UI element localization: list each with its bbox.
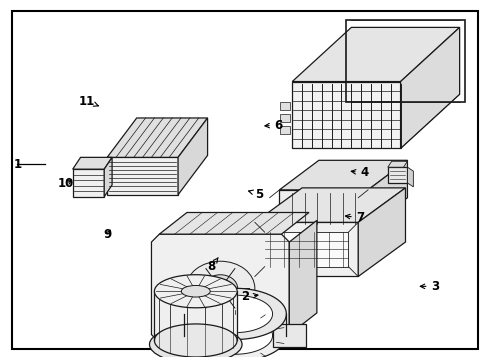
Polygon shape bbox=[255, 188, 406, 222]
Polygon shape bbox=[388, 161, 408, 167]
Polygon shape bbox=[292, 27, 460, 82]
Polygon shape bbox=[358, 188, 406, 276]
Polygon shape bbox=[107, 118, 208, 157]
Text: 5: 5 bbox=[248, 188, 264, 201]
Polygon shape bbox=[289, 220, 317, 334]
Polygon shape bbox=[280, 102, 290, 110]
Polygon shape bbox=[265, 232, 348, 267]
Polygon shape bbox=[151, 234, 289, 342]
Polygon shape bbox=[178, 118, 208, 195]
Polygon shape bbox=[368, 160, 408, 227]
Polygon shape bbox=[272, 324, 306, 347]
Text: 10: 10 bbox=[57, 177, 74, 190]
Polygon shape bbox=[104, 157, 112, 197]
Polygon shape bbox=[73, 169, 104, 197]
Polygon shape bbox=[154, 275, 237, 308]
Text: 7: 7 bbox=[345, 211, 365, 224]
Polygon shape bbox=[73, 157, 112, 169]
Polygon shape bbox=[107, 157, 178, 195]
Text: 6: 6 bbox=[265, 118, 283, 131]
Polygon shape bbox=[280, 114, 290, 122]
Polygon shape bbox=[388, 167, 408, 183]
Polygon shape bbox=[292, 82, 400, 148]
Polygon shape bbox=[247, 219, 257, 228]
Text: 4: 4 bbox=[351, 166, 369, 179]
Polygon shape bbox=[287, 198, 360, 224]
Text: 9: 9 bbox=[103, 229, 112, 242]
Text: 2: 2 bbox=[241, 291, 258, 303]
Ellipse shape bbox=[149, 326, 242, 360]
Ellipse shape bbox=[181, 285, 210, 297]
Polygon shape bbox=[255, 222, 358, 276]
Polygon shape bbox=[198, 295, 272, 333]
Text: 8: 8 bbox=[207, 258, 218, 273]
Polygon shape bbox=[154, 324, 237, 357]
Polygon shape bbox=[279, 160, 408, 190]
Ellipse shape bbox=[186, 261, 255, 315]
Text: 3: 3 bbox=[420, 280, 440, 293]
Polygon shape bbox=[159, 212, 309, 234]
Polygon shape bbox=[408, 167, 414, 187]
Polygon shape bbox=[279, 190, 368, 227]
Polygon shape bbox=[184, 310, 286, 360]
Polygon shape bbox=[184, 288, 286, 339]
Text: 11: 11 bbox=[78, 95, 98, 108]
Polygon shape bbox=[247, 255, 257, 265]
Polygon shape bbox=[400, 27, 460, 148]
Polygon shape bbox=[198, 317, 272, 354]
Ellipse shape bbox=[203, 275, 238, 302]
Polygon shape bbox=[280, 126, 290, 134]
Text: 1: 1 bbox=[13, 158, 22, 171]
